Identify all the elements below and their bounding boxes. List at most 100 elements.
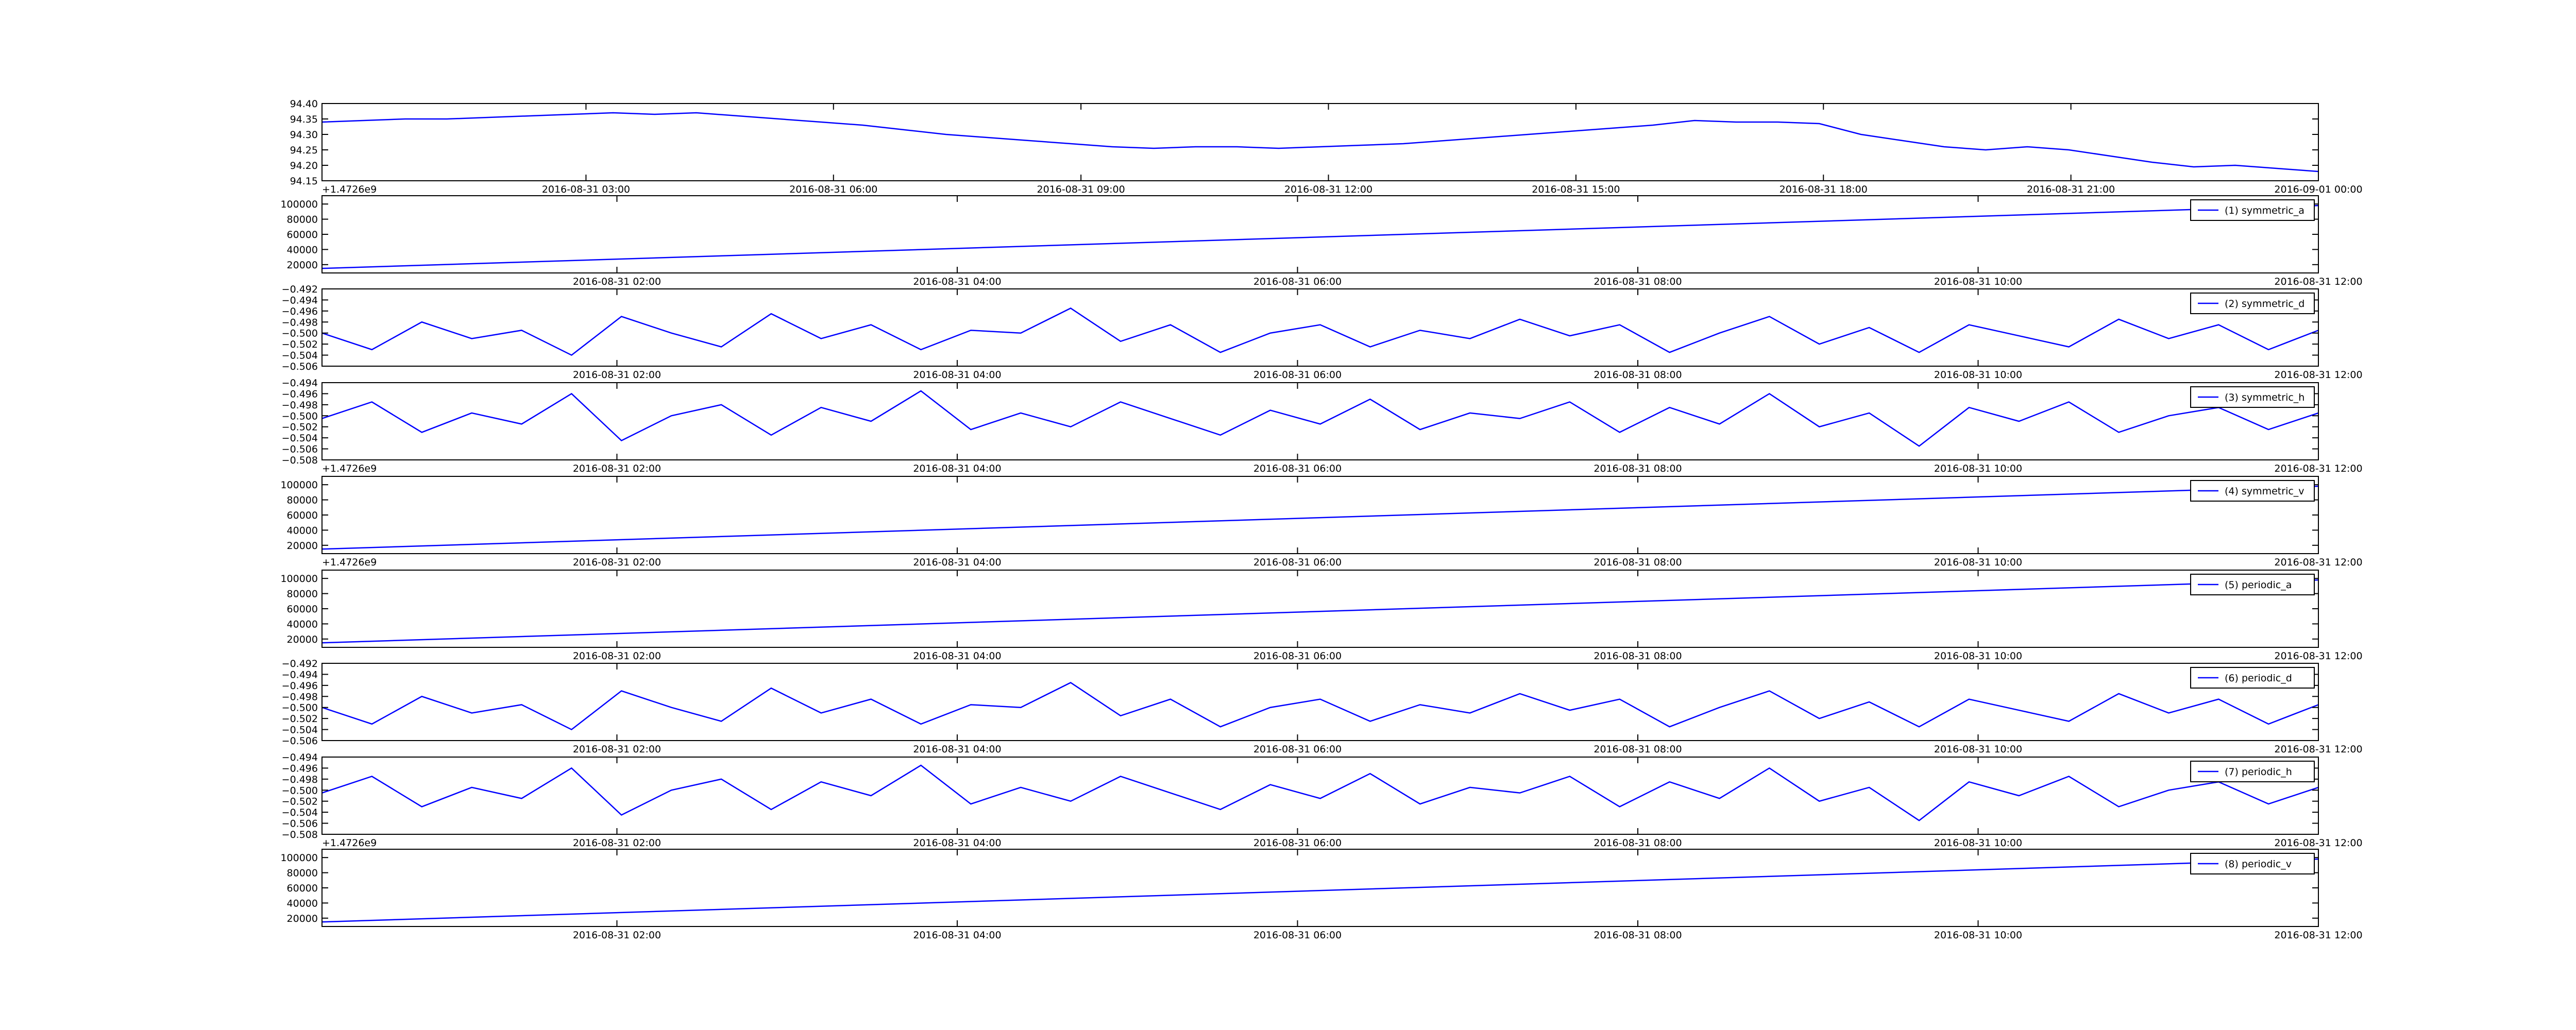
x-tick-label: 2016-08-31 12:00: [2274, 557, 2362, 568]
x-tick-label: 2016-08-31 06:00: [1253, 837, 1342, 849]
x-tick-label: 2016-08-31 10:00: [1934, 369, 2022, 381]
y-tick-label: −0.502: [282, 796, 318, 808]
legend-label: (4) symmetric_v: [2225, 486, 2304, 497]
x-tick-label: 2016-08-31 08:00: [1594, 744, 1682, 755]
x-tick-label: 2016-08-31 04:00: [913, 930, 1001, 941]
y-tick-label: −0.504: [282, 725, 318, 736]
axes-frame: [321, 757, 2319, 835]
x-tick-label: 2016-08-31 10:00: [1934, 463, 2022, 474]
x-tick-label: 2016-08-31 03:00: [542, 184, 630, 195]
y-tick-label: 100000: [280, 199, 318, 210]
y-tick-label: 94.25: [290, 145, 318, 156]
x-tick-label: 2016-08-31 08:00: [1594, 557, 1682, 568]
y-tick-label: 94.40: [290, 98, 318, 110]
y-tick-label: −0.494: [282, 752, 318, 763]
data-line: [321, 485, 2319, 550]
x-tick-label: 2016-08-31 06:00: [789, 184, 877, 195]
y-tick-label: −0.504: [282, 433, 318, 444]
y-tick-label: −0.492: [282, 658, 318, 670]
x-tick-label: 2016-08-31 04:00: [913, 369, 1001, 381]
legend-label: (5) periodic_a: [2225, 579, 2292, 591]
y-tick-label: 80000: [287, 868, 318, 879]
y-tick-label: −0.498: [282, 691, 318, 702]
y-tick-label: 20000: [287, 634, 318, 645]
x-tick-label: 2016-08-31 18:00: [1780, 184, 1868, 195]
y-tick-label: −0.496: [282, 763, 318, 774]
x-tick-label: 2016-08-31 08:00: [1594, 837, 1682, 849]
offset-text: +1.4726e9: [322, 463, 377, 474]
y-tick-label: −0.494: [282, 295, 318, 306]
legend-label: (6) periodic_d: [2225, 673, 2292, 684]
y-tick-label: −0.506: [282, 444, 318, 455]
x-tick-label: 2016-08-31 10:00: [1934, 557, 2022, 568]
x-tick-label: 2016-08-31 10:00: [1934, 276, 2022, 287]
y-tick-label: −0.506: [282, 361, 318, 372]
x-tick-label: 2016-09-01 00:00: [2274, 184, 2362, 195]
y-tick-label: −0.496: [282, 680, 318, 692]
axes-frame: [321, 288, 2319, 367]
y-tick-label: 20000: [287, 260, 318, 271]
y-tick-label: 80000: [287, 495, 318, 506]
x-tick-label: 2016-08-31 06:00: [1253, 557, 1342, 568]
x-tick-label: 2016-08-31 10:00: [1934, 744, 2022, 755]
data-line: [321, 390, 2319, 447]
y-tick-label: −0.498: [282, 400, 318, 411]
data-line: [321, 682, 2319, 731]
x-tick-label: 2016-08-31 02:00: [573, 744, 661, 755]
x-tick-label: 2016-08-31 04:00: [913, 463, 1001, 474]
legend-label: (1) symmetric_a: [2225, 205, 2304, 216]
y-tick-label: −0.506: [282, 735, 318, 747]
y-tick-label: 40000: [287, 525, 318, 536]
data-line: [321, 858, 2319, 923]
y-tick-label: −0.500: [282, 702, 318, 714]
y-tick-label: −0.498: [282, 317, 318, 328]
y-tick-label: 100000: [280, 852, 318, 864]
y-tick-label: −0.494: [282, 669, 318, 680]
y-tick-label: 100000: [280, 479, 318, 491]
y-tick-label: 94.15: [290, 176, 318, 187]
x-tick-label: 2016-08-31 15:00: [1532, 184, 1620, 195]
axes-frame: [321, 382, 2319, 460]
y-tick-label: 40000: [287, 244, 318, 255]
offset-text: +1.4726e9: [322, 184, 377, 195]
x-tick-label: 2016-08-31 08:00: [1594, 650, 1682, 662]
y-tick-label: 20000: [287, 913, 318, 924]
x-tick-label: 2016-08-31 06:00: [1253, 369, 1342, 381]
data-line: [321, 204, 2319, 269]
y-tick-label: −0.492: [282, 284, 318, 295]
data-line: [321, 112, 2319, 173]
y-tick-label: 20000: [287, 540, 318, 552]
y-tick-label: −0.504: [282, 350, 318, 362]
y-tick-label: −0.500: [282, 328, 318, 339]
offset-text: +1.4726e9: [322, 557, 377, 568]
y-tick-label: −0.498: [282, 774, 318, 785]
axes-frame: [321, 570, 2319, 648]
y-tick-label: 94.20: [290, 160, 318, 171]
y-tick-label: 60000: [287, 883, 318, 894]
x-tick-label: 2016-08-31 12:00: [2274, 837, 2362, 849]
x-tick-label: 2016-08-31 02:00: [573, 463, 661, 474]
x-tick-label: 2016-08-31 12:00: [2274, 650, 2362, 662]
legend-label: (8) periodic_v: [2225, 859, 2292, 870]
y-tick-label: 80000: [287, 589, 318, 600]
axes-frame: [321, 103, 2319, 181]
y-tick-label: −0.504: [282, 807, 318, 818]
x-tick-label: 2016-08-31 02:00: [573, 930, 661, 941]
x-tick-label: 2016-08-31 06:00: [1253, 276, 1342, 287]
y-tick-label: −0.502: [282, 422, 318, 433]
legend-label: (2) symmetric_d: [2225, 298, 2304, 310]
y-tick-label: −0.496: [282, 306, 318, 317]
x-tick-label: 2016-08-31 04:00: [913, 744, 1001, 755]
x-tick-label: 2016-08-31 10:00: [1934, 930, 2022, 941]
data-line: [321, 307, 2319, 356]
x-tick-label: 2016-08-31 12:00: [2274, 369, 2362, 381]
y-tick-label: 60000: [287, 229, 318, 241]
x-tick-label: 2016-08-31 08:00: [1594, 276, 1682, 287]
y-tick-label: −0.502: [282, 713, 318, 725]
legend-label: (7) periodic_h: [2225, 766, 2292, 778]
y-tick-label: −0.508: [282, 455, 318, 466]
x-tick-label: 2016-08-31 02:00: [573, 650, 661, 662]
y-tick-label: 94.35: [290, 114, 318, 125]
x-tick-label: 2016-08-31 02:00: [573, 557, 661, 568]
